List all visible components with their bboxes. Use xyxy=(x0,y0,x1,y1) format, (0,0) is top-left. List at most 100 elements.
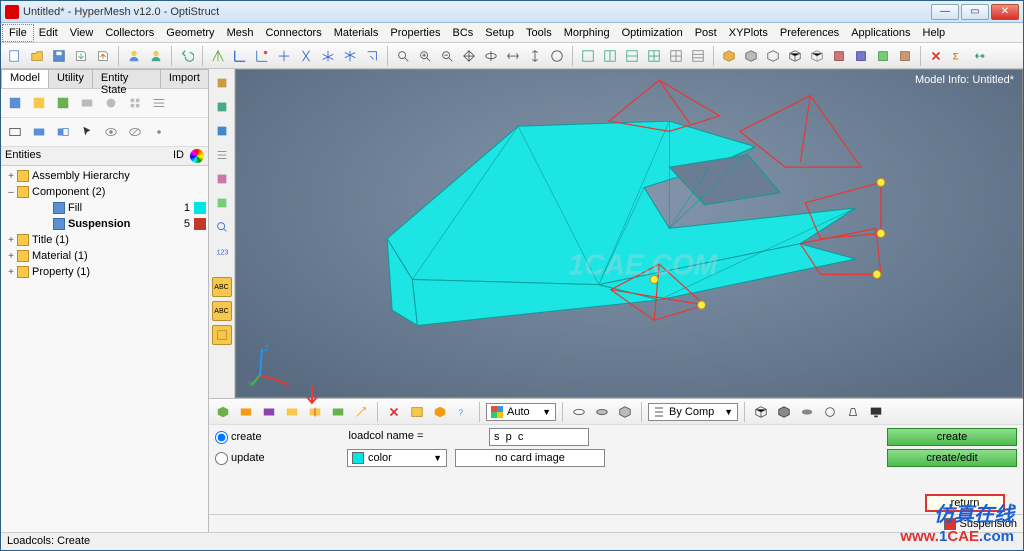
window-list-icon[interactable] xyxy=(688,46,708,66)
tree-row[interactable]: +Assembly Hierarchy xyxy=(3,168,206,184)
browser-mode5-icon[interactable] xyxy=(100,92,122,114)
bt-geom2-icon[interactable] xyxy=(592,402,612,422)
tab-entity-state[interactable]: Entity State xyxy=(92,69,161,88)
tab-utility[interactable]: Utility xyxy=(48,69,93,88)
view-iso-icon[interactable] xyxy=(318,46,338,66)
bt-persp-icon[interactable] xyxy=(843,402,863,422)
expand-icon[interactable]: + xyxy=(5,235,17,246)
tool-p3-icon[interactable] xyxy=(970,46,990,66)
browser-mode2-icon[interactable] xyxy=(28,92,50,114)
display-reverse-icon[interactable] xyxy=(52,121,74,143)
menu-applications[interactable]: Applications xyxy=(845,25,916,41)
undo-icon[interactable] xyxy=(177,46,197,66)
view-xz-icon[interactable] xyxy=(274,46,294,66)
menu-help[interactable]: Help xyxy=(917,25,952,41)
shade2-icon[interactable] xyxy=(741,46,761,66)
vsb-mask1-icon[interactable] xyxy=(212,169,232,189)
maximize-button[interactable]: ▭ xyxy=(961,4,989,20)
tree-row[interactable]: Fill1 xyxy=(3,200,206,216)
display-eye2-icon[interactable] xyxy=(124,121,146,143)
window3-icon[interactable] xyxy=(622,46,642,66)
fit-circle-icon[interactable] xyxy=(547,46,567,66)
bt-renumber-icon[interactable]: ? xyxy=(453,402,473,422)
display-dot-icon[interactable] xyxy=(148,121,170,143)
trans2-icon[interactable] xyxy=(851,46,871,66)
bt-wire-b-icon[interactable] xyxy=(774,402,794,422)
tool-p2-icon[interactable]: Σ xyxy=(948,46,968,66)
bt-prop-icon[interactable] xyxy=(259,402,279,422)
auto-color-dropdown[interactable]: Auto ▼ xyxy=(486,403,556,421)
tree-swatch[interactable] xyxy=(194,234,206,246)
bt-wire-a-icon[interactable] xyxy=(751,402,771,422)
user-profile1-icon[interactable] xyxy=(124,46,144,66)
view-yz-icon[interactable] xyxy=(296,46,316,66)
display-all-icon[interactable] xyxy=(28,121,50,143)
new-model-icon[interactable] xyxy=(5,46,25,66)
tree-swatch[interactable] xyxy=(194,170,206,182)
return-button[interactable]: return xyxy=(925,494,1005,512)
menu-bcs[interactable]: BCs xyxy=(447,25,480,41)
zoom-out-icon[interactable] xyxy=(437,46,457,66)
expand-icon[interactable]: + xyxy=(5,171,17,182)
browser-mode6-icon[interactable] xyxy=(124,92,146,114)
vsb-disp3-icon[interactable] xyxy=(212,121,232,141)
close-button[interactable]: ✕ xyxy=(991,4,1019,20)
display-none-icon[interactable] xyxy=(4,121,26,143)
bt-vec-icon[interactable] xyxy=(351,402,371,422)
cursor-icon[interactable] xyxy=(76,121,98,143)
view-rev-icon[interactable] xyxy=(340,46,360,66)
bt-sys-icon[interactable] xyxy=(328,402,348,422)
color-picker-button[interactable]: color ▼ xyxy=(347,449,447,467)
menu-view[interactable]: View xyxy=(64,25,100,41)
menu-post[interactable]: Post xyxy=(689,25,723,41)
tree-swatch[interactable] xyxy=(194,186,206,198)
trans3-icon[interactable] xyxy=(873,46,893,66)
menu-edit[interactable]: Edit xyxy=(33,25,64,41)
arrows-h-icon[interactable] xyxy=(503,46,523,66)
tab-import[interactable]: Import xyxy=(160,69,209,88)
mode-update-radio[interactable]: update xyxy=(215,452,283,465)
create-edit-button[interactable]: create/edit xyxy=(887,449,1017,467)
menu-connectors[interactable]: Connectors xyxy=(259,25,327,41)
browser-mode4-icon[interactable] xyxy=(76,92,98,114)
bt-comp-icon[interactable] xyxy=(213,402,233,422)
vsb-find-icon[interactable] xyxy=(212,217,232,237)
tree-row[interactable]: +Material (1) xyxy=(3,248,206,264)
fit-icon[interactable] xyxy=(393,46,413,66)
vsb-mask2-icon[interactable] xyxy=(212,193,232,213)
vsb-book-icon[interactable] xyxy=(212,325,232,345)
vsb-disp1-icon[interactable] xyxy=(212,73,232,93)
tree-swatch[interactable] xyxy=(194,250,206,262)
menu-mesh[interactable]: Mesh xyxy=(221,25,260,41)
bt-wire-c-icon[interactable] xyxy=(797,402,817,422)
axis-cycle-icon[interactable] xyxy=(208,46,228,66)
menu-properties[interactable]: Properties xyxy=(384,25,446,41)
bt-organize-icon[interactable] xyxy=(430,402,450,422)
wire1-icon[interactable] xyxy=(785,46,805,66)
menu-geometry[interactable]: Geometry xyxy=(160,25,220,41)
export-icon[interactable] xyxy=(93,46,113,66)
create-button[interactable]: create xyxy=(887,428,1017,446)
zoom-in-icon[interactable] xyxy=(415,46,435,66)
bt-load2-icon[interactable] xyxy=(305,402,325,422)
wire2-icon[interactable] xyxy=(807,46,827,66)
shade3-icon[interactable] xyxy=(763,46,783,66)
bt-geom3-icon[interactable] xyxy=(615,402,635,422)
view-prev-icon[interactable] xyxy=(362,46,382,66)
bt-mat-icon[interactable] xyxy=(236,402,256,422)
browser-mode7-icon[interactable] xyxy=(148,92,170,114)
expand-icon[interactable]: + xyxy=(5,267,17,278)
menu-collectors[interactable]: Collectors xyxy=(99,25,160,41)
menu-materials[interactable]: Materials xyxy=(328,25,385,41)
bt-geom1-icon[interactable] xyxy=(569,402,589,422)
vsb-disp4-icon[interactable] xyxy=(212,145,232,165)
tree-row[interactable]: +Title (1) xyxy=(3,232,206,248)
tree-row[interactable]: Suspension5 xyxy=(3,216,206,232)
browser-mode1-icon[interactable] xyxy=(4,92,26,114)
3d-viewport[interactable]: Model Info: Untitled* xyxy=(235,69,1023,398)
menu-optimization[interactable]: Optimization xyxy=(616,25,689,41)
bt-load-icon[interactable] xyxy=(282,402,302,422)
view-xy-icon[interactable] xyxy=(230,46,250,66)
tree-swatch[interactable] xyxy=(194,202,206,214)
window2-icon[interactable] xyxy=(600,46,620,66)
